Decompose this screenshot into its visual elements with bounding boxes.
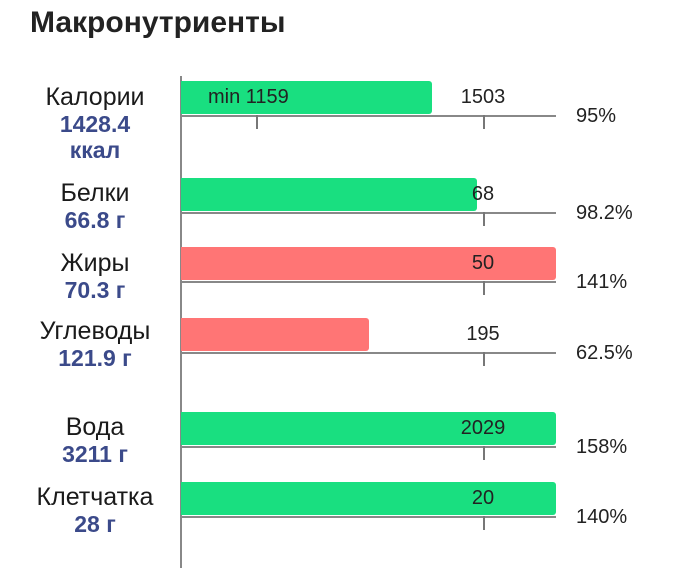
progress-bar — [181, 247, 556, 280]
baseline — [181, 446, 556, 448]
nutrient-name: Жиры — [60, 249, 130, 277]
progress-bar — [181, 412, 556, 445]
nutrient-label: Клетчатка 28 г — [36, 483, 154, 538]
target-tick — [483, 281, 485, 295]
target-tick — [483, 212, 485, 226]
nutrient-name: Углеводы — [39, 317, 151, 345]
nutrient-name: Калории — [45, 83, 145, 111]
progress-bar — [181, 178, 477, 211]
nutrient-value: 70.3 г — [64, 277, 126, 303]
min-tick — [256, 115, 258, 129]
progress-bar — [181, 318, 369, 351]
progress-bar — [181, 81, 432, 114]
baseline — [181, 352, 556, 354]
percent-label: 140% — [576, 506, 628, 528]
baseline — [181, 281, 556, 283]
nutrient-value: 1428.4 ккал — [59, 111, 131, 163]
nutrient-label: Углеводы 121.9 г — [36, 317, 154, 372]
nutrient-value: 66.8 г — [64, 207, 126, 233]
target-tick — [483, 352, 485, 366]
nutrient-name: Клетчатка — [36, 483, 154, 511]
progress-bar — [181, 482, 556, 515]
nutrient-label: Жиры 70.3 г — [36, 249, 154, 304]
baseline — [181, 212, 556, 214]
target-label: 195 — [466, 323, 500, 345]
nutrient-label: Вода 3211 г — [36, 413, 154, 468]
target-tick — [483, 115, 485, 129]
target-label: 1503 — [460, 86, 506, 108]
baseline — [181, 115, 556, 117]
target-label: 20 — [471, 487, 495, 509]
percent-label: 95% — [576, 105, 617, 127]
percent-label: 158% — [576, 436, 628, 458]
target-label: 50 — [471, 252, 495, 274]
target-tick — [483, 446, 485, 460]
nutrient-value: 3211 г — [62, 441, 128, 467]
target-label: 2029 — [460, 417, 506, 439]
target-tick — [483, 516, 485, 530]
target-label: 68 — [471, 183, 495, 205]
nutrient-label: Белки 66.8 г — [36, 179, 154, 234]
percent-label: 98.2% — [576, 202, 633, 224]
nutrient-value: 28 г — [74, 511, 116, 537]
page-title: Макронутриенты — [30, 6, 286, 39]
percent-label: 141% — [576, 271, 628, 293]
baseline — [181, 516, 556, 518]
nutrient-name: Вода — [65, 413, 125, 441]
nutrient-label: Калории 1428.4 ккал — [36, 83, 154, 164]
nutrient-value: 121.9 г — [58, 345, 132, 371]
nutrient-name: Белки — [60, 179, 130, 207]
min-label: min 1159 — [208, 86, 289, 108]
percent-label: 62.5% — [576, 342, 633, 364]
